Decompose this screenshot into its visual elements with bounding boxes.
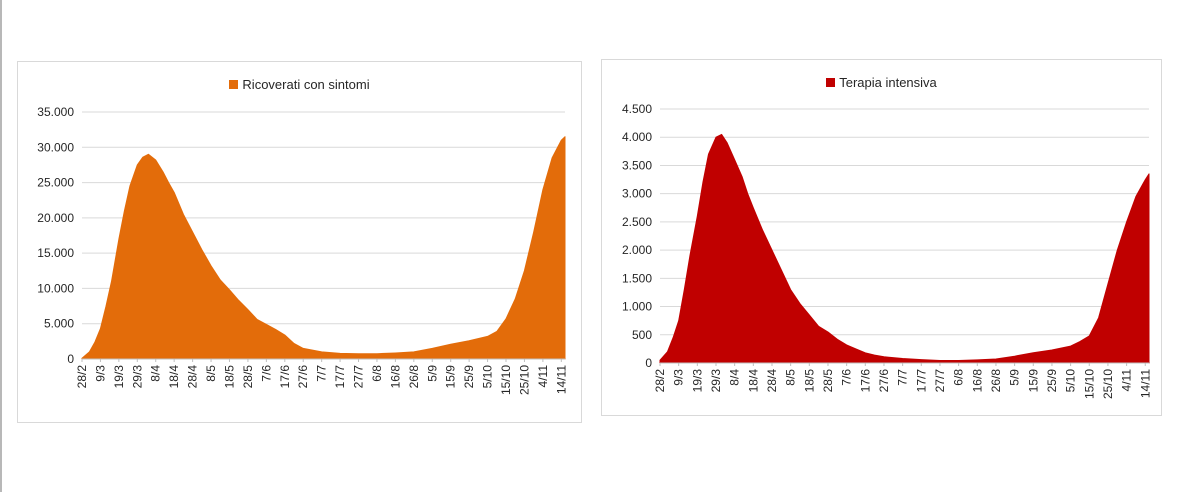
x-tick-label: 6/8 (952, 369, 966, 386)
x-tick-label: 5/10 (1064, 369, 1078, 393)
x-tick-label: 18/5 (802, 369, 816, 393)
x-tick-label: 15/9 (444, 365, 458, 389)
legend: Terapia intensiva (602, 75, 1161, 90)
x-tick-label: 5/9 (425, 365, 439, 382)
y-tick-label: 30.000 (37, 140, 74, 154)
y-tick-label: 4.500 (622, 102, 652, 116)
legend-label: Terapia intensiva (839, 75, 937, 90)
y-tick-label: 2.500 (622, 215, 652, 229)
y-tick-label: 0 (67, 352, 74, 366)
x-tick-label: 29/3 (130, 365, 144, 389)
y-tick-label: 500 (632, 328, 652, 342)
x-tick-label: 15/9 (1026, 369, 1040, 393)
y-tick-label: 15.000 (37, 246, 74, 260)
x-tick-label: 8/5 (204, 365, 218, 382)
x-tick-label: 14/11 (1138, 369, 1152, 398)
y-tick-label: 1.000 (622, 300, 652, 314)
x-tick-label: 4/11 (1120, 369, 1134, 392)
x-tick-label: 26/8 (989, 369, 1003, 393)
x-tick-label: 28/5 (821, 369, 835, 393)
x-tick-label: 8/5 (784, 369, 798, 386)
x-tick-label: 18/4 (167, 365, 181, 389)
x-tick-label: 7/7 (896, 369, 910, 386)
x-tick-label: 27/6 (877, 369, 891, 393)
y-tick-label: 1.500 (622, 271, 652, 285)
x-tick-label: 16/8 (970, 369, 984, 393)
x-tick-label: 27/7 (933, 369, 947, 393)
y-tick-label: 2.000 (622, 243, 652, 257)
x-tick-label: 25/9 (462, 365, 476, 389)
y-tick-label: 0 (645, 356, 652, 370)
chart-ricoverati-svg: 0 5.000 10.000 15.000 20.000 25.000 30.000 35.0… (37, 105, 568, 395)
y-tick-label: 25.000 (37, 176, 74, 190)
x-tick-label: 9/3 (93, 365, 107, 382)
y-tick-label: 10.000 (37, 281, 74, 295)
y-tick-label: 20.000 (37, 211, 74, 225)
x-tick-label: 14/11 (554, 365, 568, 394)
y-tick-label: 5.000 (44, 317, 74, 331)
x-tick-label: 16/8 (388, 365, 402, 389)
x-tick-label: 8/4 (728, 369, 742, 386)
x-tick-label: 25/10 (1101, 369, 1115, 399)
x-tick-label: 15/10 (499, 365, 513, 395)
x-tick-label: 17/7 (333, 365, 347, 389)
x-tick-label: 18/4 (746, 369, 760, 393)
x-tick-label: 7/6 (840, 369, 854, 386)
left-border-rule (0, 0, 2, 492)
x-tick-label: 7/7 (315, 365, 329, 382)
legend-label: Ricoverati con sintomi (242, 77, 370, 92)
x-tick-label: 25/9 (1045, 369, 1059, 393)
y-tick-label: 35.000 (37, 105, 74, 119)
x-tick-label: 8/4 (149, 365, 163, 382)
x-tick-label: 6/8 (370, 365, 384, 382)
legend-swatch (229, 80, 239, 89)
area-series (659, 133, 1150, 364)
x-tick-label: 28/2 (75, 365, 89, 389)
chart-panel-ricoverati: Ricoverati con sintomi 0 5.000 10.000 15.00… (17, 61, 582, 423)
x-tick-label: 19/3 (112, 365, 126, 389)
x-tick-label: 17/6 (858, 369, 872, 393)
chart-panel-terapia: Terapia intensiva 0 500 1.000 1.500 2.000 2.5… (601, 59, 1162, 416)
chart-terapia-svg: 0 500 1.000 1.500 2.000 2.500 3.000 3.500 4.000 4… (622, 102, 1152, 399)
x-tick-label: 25/10 (517, 365, 531, 395)
legend: Ricoverati con sintomi (18, 77, 581, 92)
x-tick-label: 17/7 (914, 369, 928, 393)
y-tick-label: 3.000 (622, 187, 652, 201)
x-tick-label: 27/7 (352, 365, 366, 389)
x-tick-label: 5/10 (481, 365, 495, 389)
x-tick-label: 9/3 (672, 369, 686, 386)
legend-swatch (826, 78, 836, 87)
x-tick-label: 28/4 (186, 365, 200, 389)
x-tick-label: 7/6 (259, 365, 273, 382)
x-tick-label: 5/9 (1008, 369, 1022, 386)
x-tick-label: 28/5 (241, 365, 255, 389)
x-tick-label: 18/5 (222, 365, 236, 389)
x-tick-label: 26/8 (407, 365, 421, 389)
x-tick-label: 28/4 (765, 369, 779, 393)
area-series (81, 136, 566, 360)
y-tick-label: 3.500 (622, 158, 652, 172)
y-tick-label: 4.000 (622, 130, 652, 144)
x-tick-label: 28/2 (653, 369, 667, 393)
x-tick-label: 29/3 (709, 369, 723, 393)
x-tick-label: 15/10 (1082, 369, 1096, 399)
x-tick-label: 19/3 (690, 369, 704, 393)
x-tick-label: 17/6 (278, 365, 292, 389)
x-tick-label: 27/6 (296, 365, 310, 389)
x-tick-label: 4/11 (536, 365, 550, 388)
